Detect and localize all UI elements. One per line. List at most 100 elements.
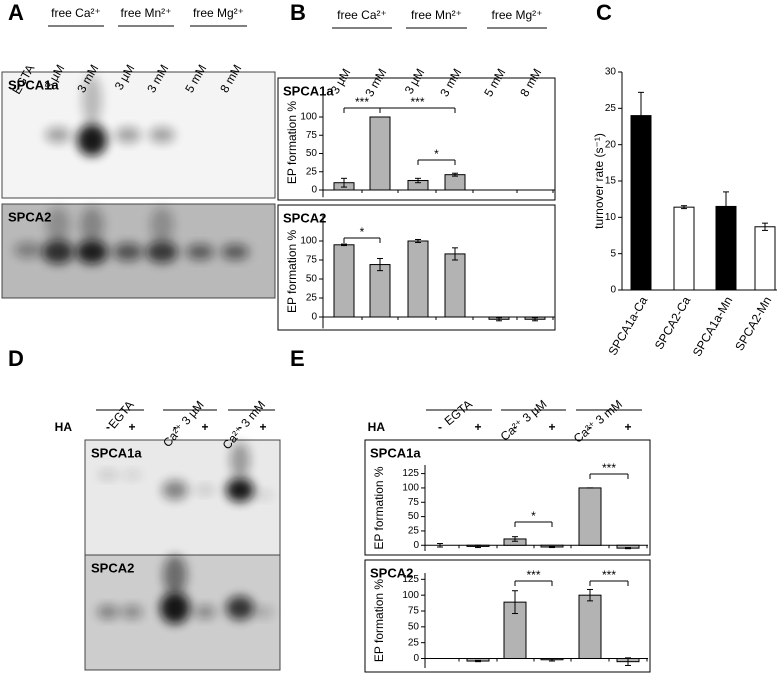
bar [630, 115, 652, 291]
band [253, 490, 273, 500]
y-tick-label: 125 [402, 574, 419, 585]
lane-label: + [624, 420, 631, 434]
y-axis-label: EP formation % [285, 229, 299, 312]
chart-frame [277, 77, 556, 201]
lane-label: - [513, 420, 517, 434]
x-tick-label: SPCA1a-Mn [690, 294, 735, 359]
chart-frame [364, 439, 651, 556]
y-tick-label: 100 [300, 236, 317, 247]
y-tick-label: 5 [610, 248, 616, 259]
group-label: free Mg²⁺ [491, 8, 542, 22]
bar [444, 174, 466, 191]
panel-label: E [290, 346, 305, 371]
y-tick-label: 50 [306, 148, 318, 159]
y-axis-label: EP formation % [372, 579, 386, 662]
panel-label: A [8, 0, 24, 25]
y-axis-label: EP formation % [285, 101, 299, 184]
chart-title: SPCA2 [283, 210, 326, 225]
lane-label: - [588, 420, 592, 434]
group-label: EGTA [442, 397, 475, 428]
band [98, 470, 118, 480]
group-label: free Mg²⁺ [193, 6, 244, 20]
band [45, 127, 71, 143]
significance: * [360, 225, 365, 239]
y-tick-label: 25 [408, 526, 420, 537]
band [194, 605, 216, 619]
group-label: free Mn²⁺ [411, 8, 462, 22]
significance: *** [602, 568, 616, 582]
significance: *** [355, 95, 369, 109]
band [160, 592, 190, 624]
chart-title: SPCA1a [283, 83, 334, 98]
group-label: Ca²⁺ 3 µM [498, 397, 550, 444]
y-tick-label: 50 [408, 511, 420, 522]
y-tick-label: 15 [605, 176, 617, 187]
lane-label: 3 mM [362, 66, 389, 99]
bar [369, 116, 391, 191]
bar [754, 226, 776, 291]
band [115, 127, 141, 143]
bar [444, 253, 466, 318]
group-label: free Ca²⁺ [337, 8, 387, 22]
y-tick-label: 100 [402, 483, 419, 494]
y-tick-label: 50 [306, 274, 318, 285]
lane-label: - [106, 420, 110, 434]
lane-label: + [259, 420, 266, 434]
band [97, 605, 119, 619]
x-label: HA [55, 420, 73, 434]
y-tick-label: 0 [311, 312, 317, 323]
significance: * [531, 509, 536, 523]
y-tick-label: 100 [402, 590, 419, 601]
band [230, 442, 250, 478]
y-axis-label: turnover rate (s⁻¹) [592, 133, 606, 229]
band [162, 480, 188, 500]
band [226, 478, 254, 502]
y-axis-label: EP formation % [372, 466, 386, 549]
y-tick-label: 125 [402, 468, 419, 479]
significance: * [434, 147, 439, 161]
chart-frame [277, 204, 556, 331]
group-label: free Mn²⁺ [120, 6, 171, 20]
y-tick-label: 75 [408, 497, 420, 508]
group-label: Ca²⁺ 3 mM [571, 397, 625, 446]
bar [673, 206, 695, 291]
significance: *** [526, 568, 540, 582]
y-tick-label: 25 [408, 637, 420, 648]
band [150, 207, 174, 243]
lane-label: - [173, 420, 177, 434]
blot-label: SPCA2 [91, 560, 134, 575]
y-tick-label: 0 [413, 653, 419, 664]
y-tick-label: 25 [306, 293, 318, 304]
y-tick-label: 50 [408, 621, 420, 632]
y-tick-label: 25 [605, 103, 617, 114]
x-tick-label: SPCA2-Ca [652, 294, 694, 352]
chart-frame [364, 559, 651, 673]
group-label: free Ca²⁺ [51, 6, 101, 20]
band [113, 243, 143, 261]
chart-title: SPCA2 [370, 565, 413, 580]
bar [578, 487, 602, 546]
y-tick-label: 75 [306, 255, 318, 266]
lane-label: 5 mM [481, 66, 508, 99]
y-tick-label: 100 [300, 112, 317, 123]
chart-title: SPCA1a [370, 445, 421, 460]
band [42, 240, 74, 264]
x-tick-label: SPCA2-Mn [732, 294, 774, 353]
significance: *** [410, 95, 424, 109]
lane-label: 3 mM [437, 66, 464, 99]
x-tick-label: SPCA1a-Ca [606, 294, 651, 358]
band [226, 596, 254, 620]
blot-label: SPCA1a [8, 77, 59, 92]
lane-label: - [438, 420, 442, 434]
bar [333, 244, 355, 318]
band [122, 470, 142, 480]
x-label: HA [368, 420, 386, 434]
band [76, 240, 108, 264]
panel-label: C [596, 0, 612, 25]
band [163, 555, 187, 595]
band [146, 241, 178, 263]
band [186, 244, 214, 260]
y-tick-label: 10 [605, 212, 617, 223]
band [149, 127, 175, 143]
band [80, 207, 104, 243]
